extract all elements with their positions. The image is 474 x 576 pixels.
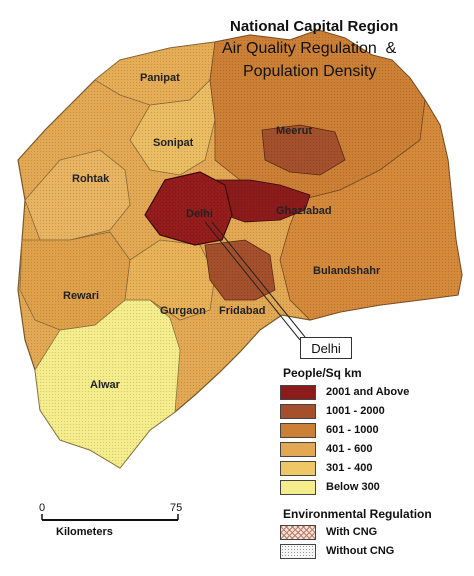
env-legend-label: With CNG [326, 526, 378, 538]
label-bulandshahr: Bulandshahr [313, 265, 381, 277]
legend-label: Below 300 [326, 481, 380, 493]
legend-label: 1001 - 2000 [326, 405, 385, 417]
legend-label: 601 - 1000 [326, 424, 379, 436]
cng-swatch [280, 524, 316, 540]
delhi-callout: Delhi [300, 337, 352, 359]
label-alwar: Alwar [90, 379, 120, 391]
label-sonipat: Sonipat [153, 137, 194, 149]
env-legend-title: Environmental Regulation [283, 507, 432, 521]
scale-end: 75 [170, 502, 183, 514]
label-ghaziabad: Ghaziabad [276, 205, 332, 217]
label-panipat: Panipat [140, 72, 180, 84]
env-legend-item: With CNG [280, 524, 377, 540]
legend-item: 1001 - 2000 [280, 403, 385, 419]
legend-title: People/Sq km [283, 366, 362, 380]
callout-line-1 [204, 221, 301, 341]
no-cng-swatch [280, 543, 316, 559]
label-rewari: Rewari [63, 290, 100, 302]
map-subtitle-2: Population Density [243, 63, 377, 80]
label-rohtak: Rohtak [72, 173, 110, 185]
env-legend-label: Without CNG [326, 545, 395, 557]
legend-swatch [280, 422, 316, 438]
scale-unit: Kilometers [56, 526, 113, 538]
legend-item: 401 - 600 [280, 441, 372, 457]
legend-swatch [280, 479, 316, 495]
map-title: National Capital Region [230, 18, 399, 35]
label-gurgaon: Gurgaon [160, 305, 206, 317]
scale-start: 0 [39, 502, 46, 514]
label-fridabad: Fridabad [219, 305, 266, 317]
label-meerut: Meerut [276, 125, 313, 137]
legend-item: 601 - 1000 [280, 422, 379, 438]
legend-item: Below 300 [280, 479, 380, 495]
legend-label: 301 - 400 [326, 462, 373, 474]
legend-label: 401 - 600 [326, 443, 373, 455]
legend-item: 2001 and Above [280, 384, 409, 400]
delhi-cng-hatch [145, 172, 232, 245]
legend-swatch [280, 460, 316, 476]
label-delhi: Delhi [186, 208, 213, 220]
dotted-overlay [18, 30, 462, 468]
legend-swatch [280, 403, 316, 419]
legend-item: 301 - 400 [280, 460, 372, 476]
legend-label: 2001 and Above [326, 386, 410, 398]
legend-swatch [280, 441, 316, 457]
legend-swatch [280, 384, 316, 400]
map-subtitle-1: Air Quality Regulation & [222, 40, 397, 57]
callout-line-2 [211, 221, 306, 338]
env-legend-item: Without CNG [280, 543, 394, 559]
